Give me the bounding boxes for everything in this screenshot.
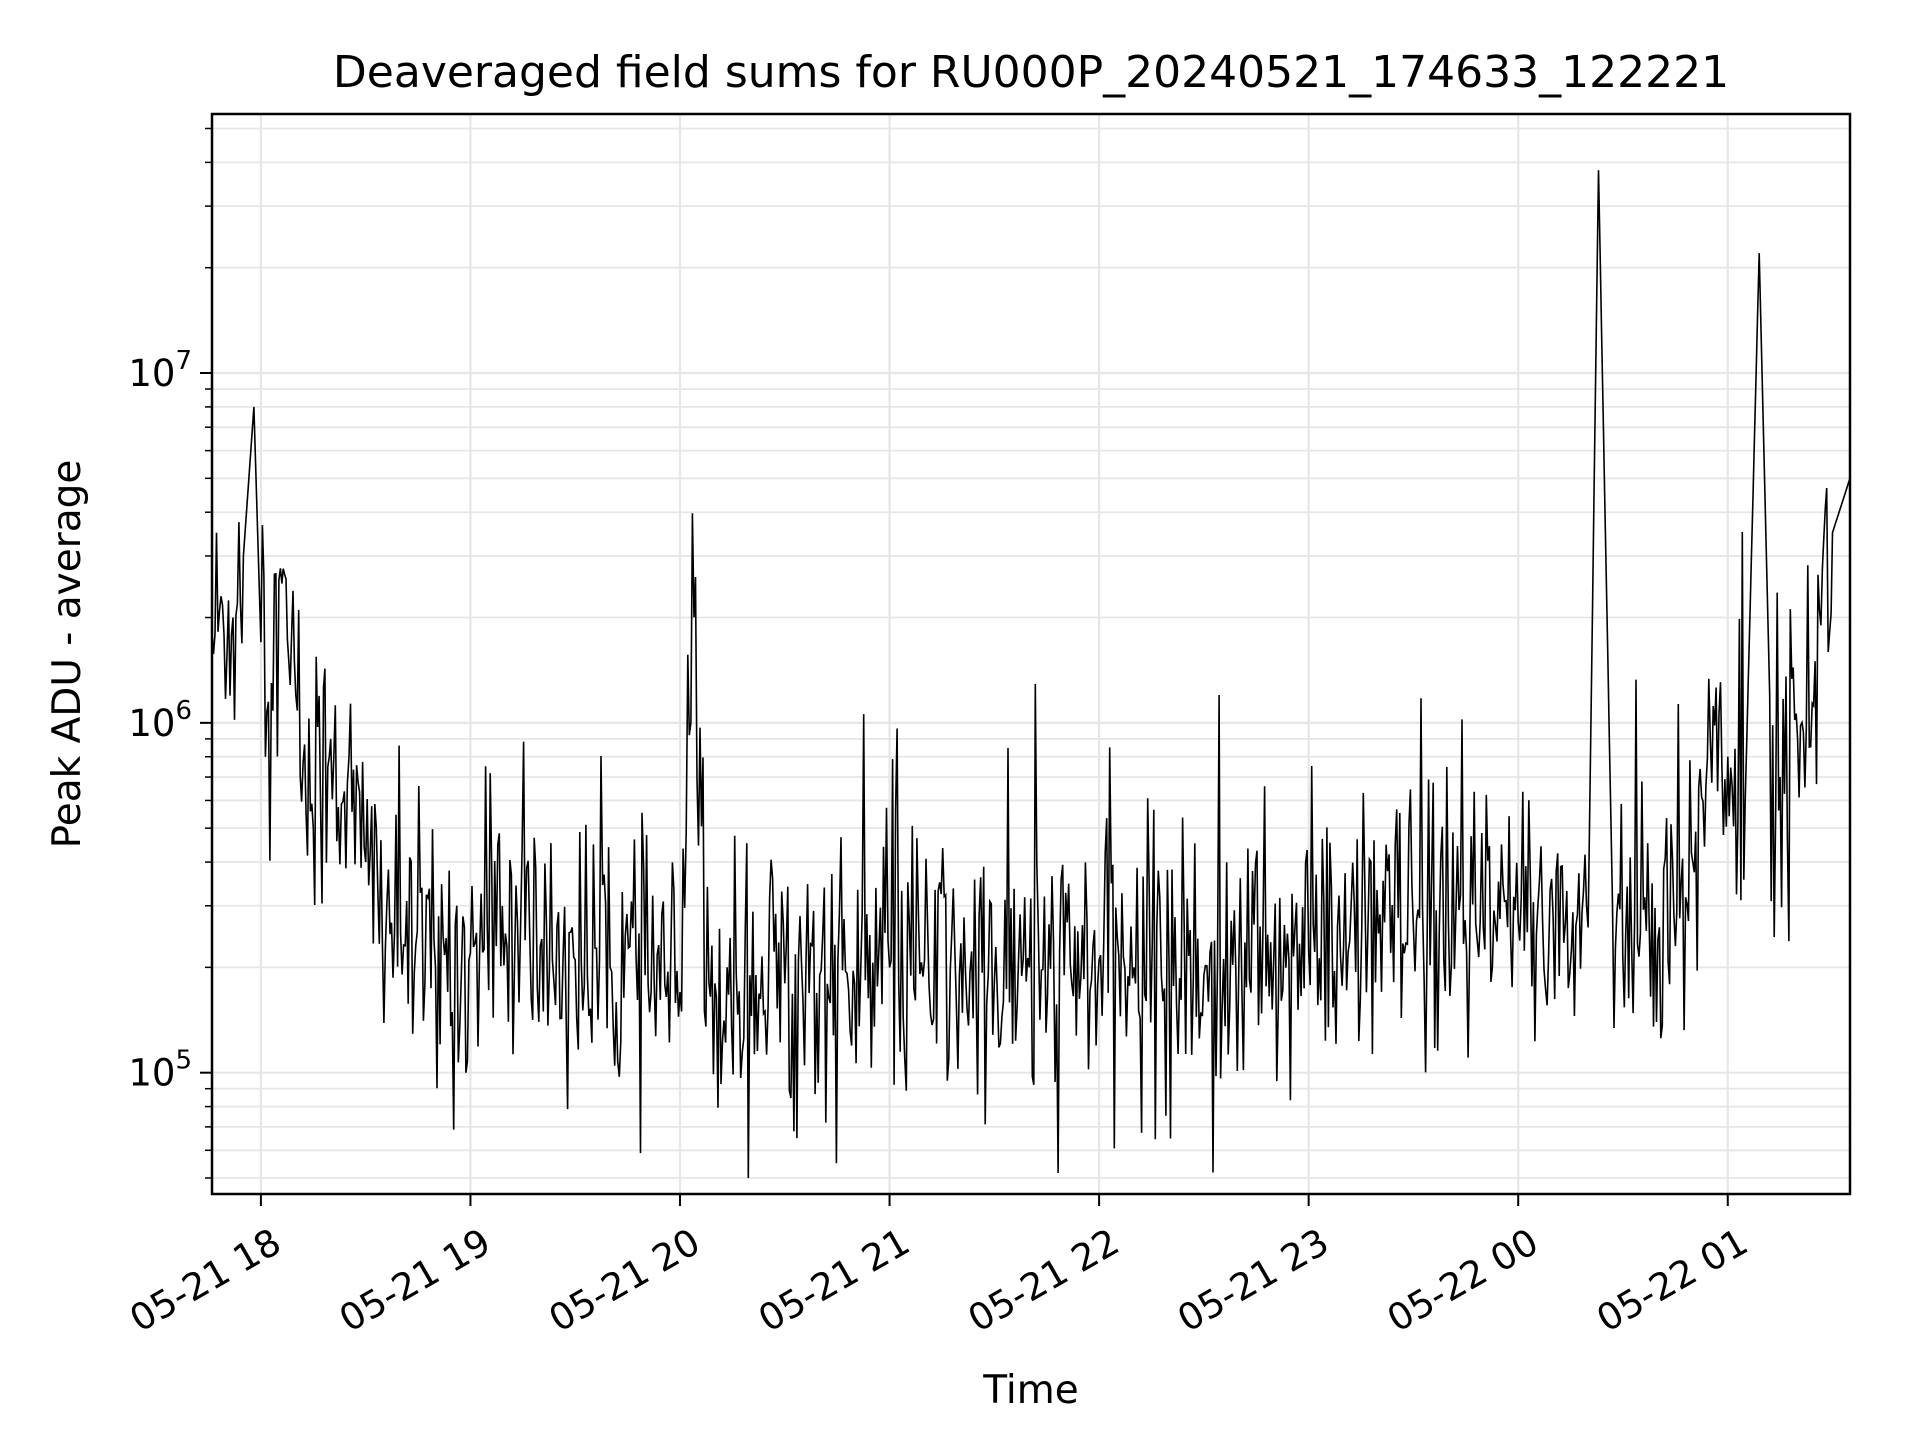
series-line	[211, 170, 1851, 1179]
x-axis-label: Time	[982, 1368, 1078, 1413]
y-tick-label: 106	[128, 696, 192, 745]
chart-title: Deaveraged field sums for RU000P_2024052…	[333, 47, 1729, 98]
y-tick-label: 107	[128, 346, 192, 395]
y-axis-label: Peak ADU - average	[45, 460, 90, 849]
plot-area	[211, 170, 1851, 1179]
y-tick-label: 105	[128, 1046, 192, 1095]
plot-frame	[210, 112, 1852, 1196]
